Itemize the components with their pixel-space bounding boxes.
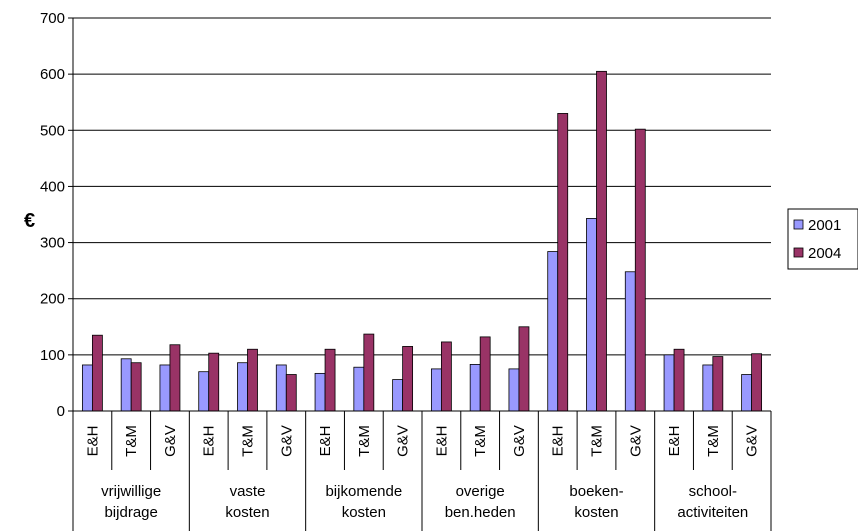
group-label-line: overige xyxy=(456,483,505,500)
x-group-labels: vrijwillige bijdrage vaste kosten bijkomende… xyxy=(101,483,748,521)
legend-label-2004: 2004 xyxy=(808,245,841,262)
y-tick-label: 500 xyxy=(40,122,65,139)
group-label-line: kosten xyxy=(574,504,618,521)
category-label: G&V xyxy=(627,425,644,457)
group-label-line: vrijwillige xyxy=(101,483,161,500)
legend-label-2001: 2001 xyxy=(808,217,841,234)
category-label: T&M xyxy=(705,425,722,457)
category-label: E&H xyxy=(666,426,683,457)
bar-2001 xyxy=(120,358,132,412)
bar-2001 xyxy=(586,218,597,412)
bar-2004 xyxy=(596,70,607,412)
bar-2001 xyxy=(159,364,171,412)
legend: 2001 2004 xyxy=(787,208,858,270)
bar-2001 xyxy=(392,379,404,412)
y-tick-label: 0 xyxy=(57,403,65,420)
bar-2001 xyxy=(741,374,753,412)
group-label-line: bijdrage xyxy=(104,504,157,521)
y-tick-labels: 0 100 200 300 400 500 600 700 xyxy=(40,10,65,420)
y-axis-label: € xyxy=(24,210,35,232)
bar-2001 xyxy=(430,368,442,412)
bar-2004 xyxy=(518,326,530,412)
bar-2004 xyxy=(557,113,569,412)
category-label: T&M xyxy=(123,425,140,457)
group-label-line: kosten xyxy=(342,504,386,521)
bar-2001 xyxy=(314,372,326,412)
bar-2004 xyxy=(169,344,181,412)
plot-area xyxy=(73,18,771,411)
category-label: G&V xyxy=(744,425,761,457)
bar-2001 xyxy=(353,366,365,412)
group-label-line: school- xyxy=(689,483,737,500)
bar-2004 xyxy=(208,352,220,412)
bar-2004 xyxy=(712,356,724,412)
group-label-line: vaste xyxy=(230,483,266,500)
category-label: T&M xyxy=(472,425,489,457)
legend-box xyxy=(787,208,858,270)
bar-2001 xyxy=(624,271,636,412)
bar-2001 xyxy=(508,368,520,412)
y-tick-label: 700 xyxy=(40,10,65,27)
category-label: E&H xyxy=(84,426,101,457)
group-label-line: activiteiten xyxy=(677,504,748,521)
y-tick-label: 400 xyxy=(40,178,65,195)
bar-2004 xyxy=(285,374,297,412)
bar-2001 xyxy=(237,362,248,412)
axes xyxy=(68,17,772,531)
bar-2004 xyxy=(634,128,646,412)
category-label: T&M xyxy=(589,425,606,457)
legend-swatch-2004 xyxy=(793,247,804,258)
category-label: T&M xyxy=(356,425,373,457)
category-label: E&H xyxy=(550,426,567,457)
category-label: E&H xyxy=(201,426,218,457)
legend-swatch-2001 xyxy=(793,219,804,230)
gridlines xyxy=(73,17,771,356)
category-label: G&V xyxy=(278,425,295,457)
category-label: G&V xyxy=(395,425,412,457)
group-label-line: ben.heden xyxy=(445,504,516,521)
bar-2001 xyxy=(702,364,714,412)
category-label: T&M xyxy=(240,425,257,457)
category-label: G&V xyxy=(162,425,179,457)
bar-2004 xyxy=(130,362,142,412)
bar-2001 xyxy=(547,251,559,412)
bar-2004 xyxy=(324,348,336,412)
x-category-labels: E&H T&M G&V E&H T&M G&V E&H T&M G&V E&H T&M G&V E&H T… xyxy=(84,425,760,457)
bar-2004 xyxy=(247,348,258,412)
group-label-line: kosten xyxy=(225,504,269,521)
bar-2004 xyxy=(673,348,685,412)
bars xyxy=(81,70,763,412)
bar-2004 xyxy=(751,353,763,412)
y-tick-label: 300 xyxy=(40,235,65,252)
bar-2004 xyxy=(91,334,103,412)
y-tick-label: 100 xyxy=(40,347,65,364)
y-tick-label: 600 xyxy=(40,66,65,83)
bar-2001 xyxy=(469,364,481,412)
category-label: E&H xyxy=(433,426,450,457)
bar-2001 xyxy=(275,364,287,412)
bar-2004 xyxy=(363,333,375,412)
category-label: E&H xyxy=(317,426,334,457)
bar-2001 xyxy=(198,371,210,412)
group-label-line: bijkomende xyxy=(325,483,402,500)
bar-2004 xyxy=(440,341,452,412)
group-label-line: boeken- xyxy=(569,483,623,500)
bar-2004 xyxy=(479,336,491,412)
category-label: G&V xyxy=(511,425,528,457)
bar-2001 xyxy=(663,354,675,412)
y-tick-label: 200 xyxy=(40,291,65,308)
bar-2004 xyxy=(402,346,414,412)
bar-2001 xyxy=(81,364,93,412)
